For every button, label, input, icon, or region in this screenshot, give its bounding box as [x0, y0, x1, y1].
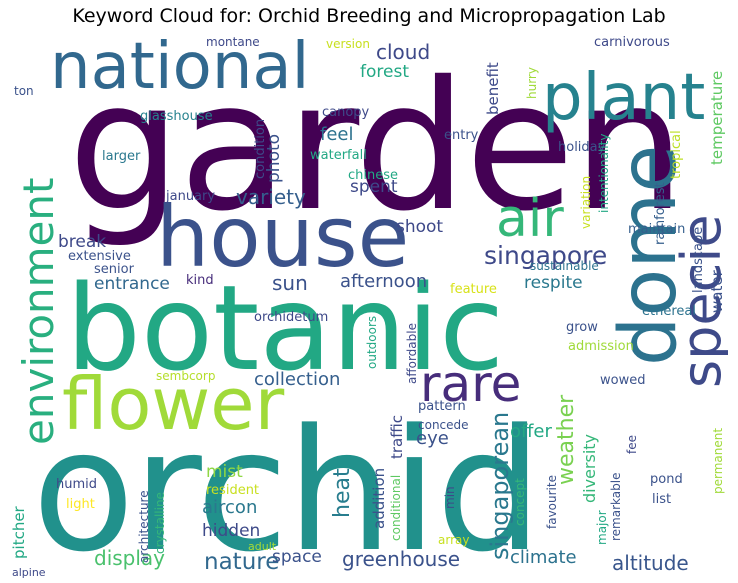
word-version: version [326, 37, 370, 51]
word-mist: mist [206, 462, 243, 482]
word-intentionality: intentionality [597, 133, 611, 213]
word-air: air [496, 189, 564, 249]
word-spent: spent [350, 177, 398, 197]
word-display: display [94, 546, 166, 570]
word-resident: resident [206, 483, 260, 498]
word-humid: humid [56, 477, 98, 492]
word-orchidetum: orchidetum [254, 310, 329, 325]
word-january: january [166, 189, 216, 204]
word-light: light [66, 497, 95, 512]
word-sembcorp: sembcorp [156, 369, 216, 383]
word-cloud: garden orchid botanic house national dom… [10, 33, 728, 579]
word-singapore: singapore [484, 241, 608, 270]
word-benefit: benefit [484, 62, 502, 115]
word-array: array [438, 533, 470, 547]
word-fee: fee [625, 435, 639, 454]
word-weather: weather [554, 394, 579, 485]
word-climate: climate [510, 547, 577, 568]
word-photo: photo [264, 133, 284, 183]
word-break: break [58, 232, 107, 252]
word-respite: respite [524, 273, 583, 293]
word-wowed: wowed [600, 373, 646, 388]
word-variation: variation [579, 175, 593, 229]
word-feel: feel [320, 124, 354, 145]
word-offer: offer [510, 421, 552, 442]
word-cloud: cloud [376, 40, 431, 64]
word-collection: collection [254, 369, 341, 390]
word-variety: variety [236, 185, 306, 209]
word-hidden: hidden [202, 521, 261, 541]
word-concede: concede [418, 418, 469, 432]
word-alpine: alpine [12, 566, 46, 579]
word-afternoon: afternoon [340, 271, 428, 292]
word-flower: flower [62, 362, 285, 446]
word-temperature: temperature [708, 70, 726, 165]
word-maintain: maintain [628, 222, 686, 237]
word-botanic: botanic [66, 259, 505, 397]
word-extensive: extensive [68, 249, 131, 264]
word-crystalline: crystalline [153, 492, 167, 554]
word-pattern: pattern [418, 399, 466, 414]
word-major: major [595, 510, 609, 545]
word-shoot: shoot [396, 217, 444, 237]
word-dome: plant [542, 61, 706, 135]
word-house: house [156, 188, 410, 286]
word-forest: forest [360, 62, 409, 82]
word-eye: eye [416, 428, 449, 449]
word-space: space [272, 547, 322, 567]
word-diversity: diversity [580, 433, 599, 503]
word-national: national [50, 33, 310, 104]
word-ton: ton [14, 84, 34, 98]
word-kind: kind [186, 273, 214, 288]
word-pitcher: pitcher [10, 506, 28, 559]
word-rare: rare [420, 355, 522, 413]
word-nature: nature [204, 549, 280, 575]
word-montane: montane [206, 35, 260, 49]
word-grow: grow [566, 320, 598, 335]
word-adult: adult [248, 540, 277, 553]
word-senior: senior [94, 262, 134, 277]
word-addition: addition [370, 467, 388, 529]
word-orchid: orchid [32, 393, 542, 579]
word-sun: sun [272, 271, 308, 295]
word-chinese: chinese [348, 168, 399, 183]
word-feature: feature [450, 282, 497, 297]
word-entrance: entrance [94, 274, 170, 294]
word-affordable: affordable [405, 323, 419, 384]
word-favourite: favourite [545, 475, 559, 529]
word-conditional: conditional [389, 474, 403, 541]
word-pond: pond [650, 472, 683, 487]
word-list: list [652, 492, 672, 507]
word-concept: concept [513, 478, 527, 526]
chart-title: Keyword Cloud for: Orchid Breeding and M… [72, 5, 666, 27]
word-aircon: aircon [202, 497, 258, 518]
word-remarkable: remarkable [609, 472, 623, 541]
word-environment: environment [14, 177, 63, 445]
word-heat: heat [330, 468, 355, 518]
word-greenhouse: greenhouse [342, 547, 461, 571]
word-min: min [443, 486, 457, 509]
word-admission: admission [568, 339, 634, 354]
word-holiday: holiday [558, 140, 606, 155]
word-carnivorous: carnivorous [594, 35, 670, 50]
word-condition: condition [253, 118, 268, 179]
word-permanent: permanent [711, 427, 725, 494]
word-sustainable: sustainable [530, 259, 599, 273]
word-water: water [708, 270, 726, 313]
word-landscape: landscape [691, 226, 706, 293]
word-garden: garden [68, 43, 685, 250]
word-hurry: hurry [525, 67, 539, 99]
word-canopy: canopy [322, 105, 370, 120]
word-glasshouse: glasshouse [140, 109, 213, 124]
word-ethereal: ethereal [642, 304, 696, 319]
word-entry: entry [444, 128, 479, 143]
word-singaporean: singaporean [486, 411, 514, 560]
word-outdoors: outdoors [365, 315, 379, 369]
word-waterfall: waterfall [310, 148, 367, 163]
word-architecture: architecture [137, 490, 151, 563]
word-larger: larger [102, 149, 141, 164]
word-traffic: traffic [388, 415, 406, 459]
word-altitude: altitude [612, 551, 689, 575]
word-tropical: tropical [669, 130, 684, 179]
